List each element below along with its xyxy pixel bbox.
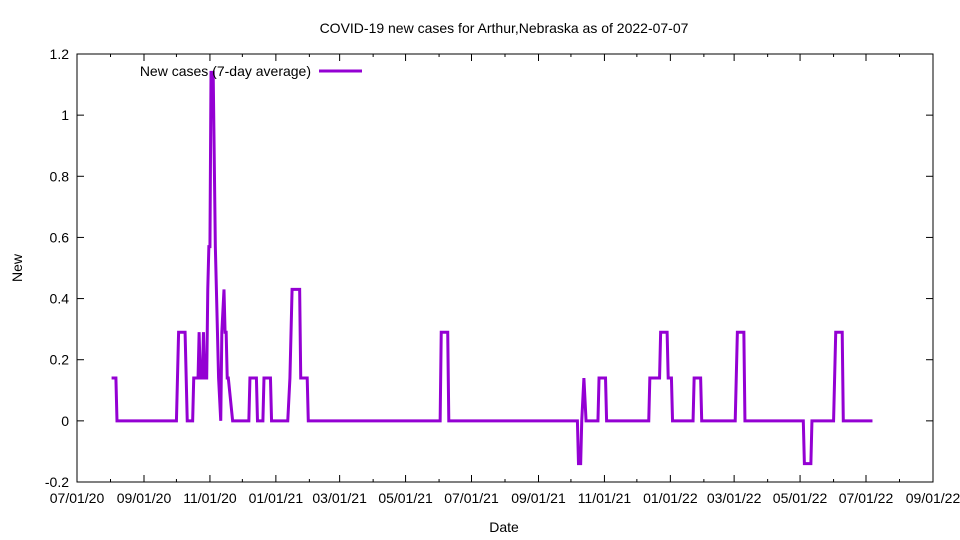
x-tick-label: 07/01/21: [444, 490, 499, 506]
x-tick-label: 01/01/22: [643, 490, 698, 506]
x-tick-label: 07/01/20: [50, 490, 105, 506]
y-tick-label: 0.2: [50, 352, 70, 368]
legend: New cases (7-day average): [140, 63, 362, 79]
y-axis-label: New: [9, 253, 25, 282]
y-tick-label: 0: [61, 413, 69, 429]
chart-title: COVID-19 new cases for Arthur,Nebraska a…: [320, 20, 689, 36]
x-tick-label: 09/01/21: [511, 490, 566, 506]
x-tick-label: 09/01/22: [906, 490, 960, 506]
y-tick-label: -0.2: [45, 474, 69, 490]
x-tick-label: 05/01/21: [378, 490, 433, 506]
x-tick-label: 11/01/21: [578, 490, 632, 506]
legend-label: New cases (7-day average): [140, 63, 311, 79]
y-tick-label: 1: [61, 107, 69, 123]
y-tick-label: 1.2: [50, 46, 70, 62]
x-tick-label: 07/01/22: [839, 490, 894, 506]
x-tick-label: 05/01/22: [773, 490, 828, 506]
y-axis: -0.2 0 0.2 0.4 0.6 0.8 1 1.2: [45, 46, 933, 490]
plot-frame: [76, 53, 934, 483]
y-tick-label: 0.4: [50, 291, 70, 307]
y-tick-label: 0.6: [50, 229, 70, 245]
x-tick-label: 03/01/22: [707, 490, 762, 506]
x-tick-label: 11/01/20: [183, 490, 237, 506]
x-tick-label: 09/01/20: [117, 490, 172, 506]
x-axis: 07/01/20 09/01/20 11/01/20 01/01/21 03/01/21…: [50, 54, 960, 506]
x-tick-label: 03/01/21: [312, 490, 367, 506]
series-layer: [111, 70, 873, 466]
y-tick-label: 0.8: [50, 168, 70, 184]
x-axis-label: Date: [489, 519, 519, 535]
series-line: [111, 70, 873, 466]
x-tick-label: 01/01/21: [249, 490, 304, 506]
